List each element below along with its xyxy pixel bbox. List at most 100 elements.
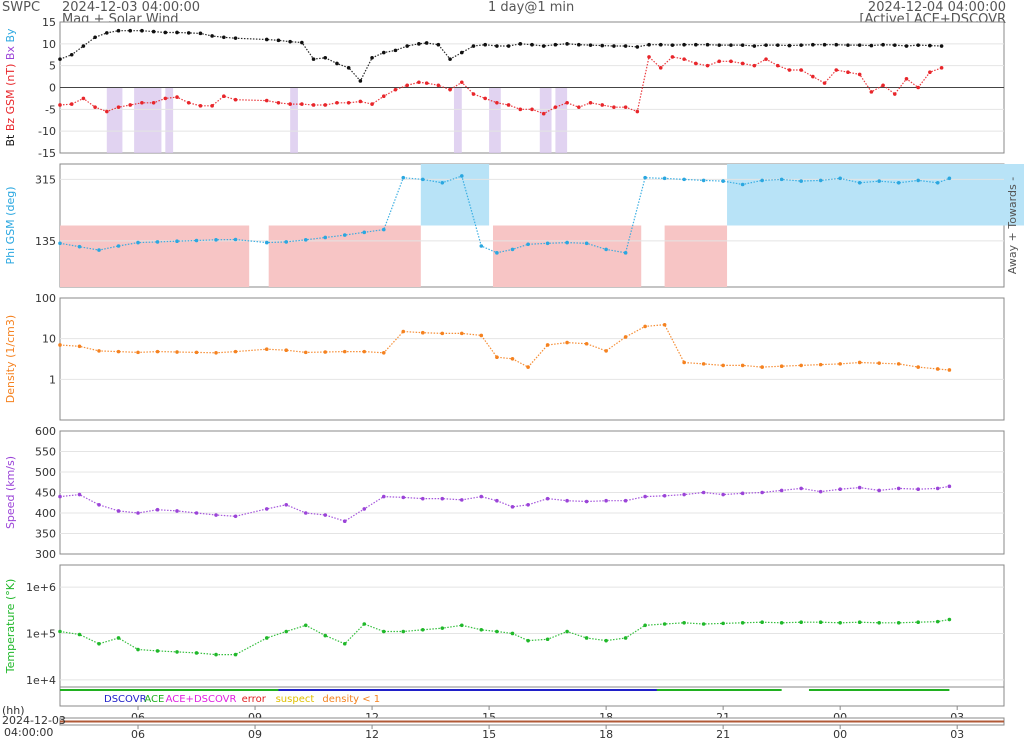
data-point: [311, 103, 316, 107]
data-point: [682, 57, 686, 61]
data-point: [775, 43, 780, 47]
shaded-band: [539, 87, 552, 153]
header-agency: SWPC: [2, 0, 41, 15]
data-point: [155, 349, 160, 354]
y-tick-label: 10: [42, 333, 56, 346]
data-point: [896, 180, 901, 185]
data-point: [194, 350, 199, 355]
data-point: [701, 622, 706, 626]
data-point: [811, 42, 815, 47]
data-point: [838, 487, 842, 492]
data-point: [436, 83, 441, 88]
data-point: [670, 55, 675, 59]
data-point: [760, 490, 764, 495]
data-point: [729, 59, 733, 64]
data-point: [760, 365, 764, 369]
y-tick-label: 300: [35, 548, 56, 561]
data-point: [799, 43, 803, 47]
legend-item: ACE+DSCOVR: [166, 694, 237, 705]
data-point: [623, 498, 628, 503]
header-start-time: 2024-12-03 04:00:00: [62, 0, 201, 15]
x-tick-label-bottom: 03: [950, 728, 964, 741]
shaded-band: [453, 87, 462, 153]
x-tick-label-bottom: 09: [248, 728, 262, 741]
data-point: [58, 494, 62, 499]
panel-mag: 15 10 5 0 -5 -10 -15 Bt Bz GSM (nT) Bx By: [4, 16, 1005, 160]
y-tick-label: -5: [45, 103, 56, 116]
y-axis-label-part: Bx: [4, 46, 17, 64]
data-point: [565, 240, 569, 245]
y-tick-label: 5: [49, 60, 56, 73]
data-point: [233, 349, 238, 354]
shaded-band: [165, 87, 174, 153]
series-trace: [59, 55, 942, 115]
shaded-band: [489, 87, 501, 153]
y-tick-label: 400: [35, 507, 56, 520]
data-point: [530, 42, 534, 47]
away-band: [60, 225, 250, 287]
shaded-band: [290, 87, 298, 153]
data-point: [647, 42, 651, 47]
data-point: [799, 363, 803, 368]
data-point: [163, 30, 168, 35]
x-tick-label-bottom: 06: [131, 728, 145, 741]
data-point: [479, 627, 484, 632]
panel-density: 100 10 1 Density (1/cm3): [4, 292, 1005, 421]
data-point: [362, 349, 367, 354]
data-point: [440, 331, 445, 336]
data-point: [128, 28, 133, 33]
data-point: [760, 178, 764, 183]
data-point: [721, 363, 725, 368]
x-tick-label-bottom: 21: [716, 728, 730, 741]
bottom-start-date: 2024-12-03: [2, 714, 66, 727]
data-point: [155, 507, 160, 512]
status-frame: [59, 686, 1005, 707]
y-tick-label: 10: [42, 38, 56, 51]
data-point: [662, 493, 667, 498]
data-point: [518, 42, 523, 46]
data-point: [928, 43, 932, 48]
data-point: [436, 42, 441, 47]
data-point: [857, 360, 862, 365]
towards-band: [420, 164, 490, 226]
data-point: [264, 37, 269, 42]
data-point: [335, 100, 339, 105]
data-point: [424, 81, 429, 85]
data-point: [896, 620, 901, 625]
data-point: [779, 620, 784, 625]
data-point: [300, 102, 304, 106]
data-point: [694, 42, 698, 47]
data-point: [623, 251, 628, 255]
towards-band: [727, 164, 1024, 226]
panel-temperature: 1e+6 1e+5 1e+4 Temperature (°K): [4, 564, 1005, 688]
data-point: [370, 102, 374, 106]
data-point: [155, 240, 160, 244]
header-end-time: 2024-12-04 04:00:00: [867, 0, 1006, 15]
y-tick-label: 315: [35, 173, 56, 186]
data-point: [233, 237, 238, 242]
data-point: [904, 44, 909, 48]
y-tick-label: 350: [35, 528, 56, 541]
data-point: [151, 29, 156, 34]
data-point: [233, 514, 238, 519]
series-trace: [59, 485, 950, 522]
data-point: [740, 61, 745, 66]
data-point: [787, 43, 792, 48]
data-point: [838, 362, 842, 366]
right-axis-label: Away + Towards -: [1006, 177, 1019, 274]
data-point: [155, 649, 160, 653]
data-point: [77, 632, 82, 637]
data-point: [947, 617, 952, 622]
shaded-band: [134, 87, 162, 153]
data-point: [553, 42, 558, 47]
y-tick-label: -10: [38, 125, 56, 138]
panel-frame: [59, 297, 1005, 421]
data-point: [721, 179, 725, 183]
series-trace: [59, 30, 942, 82]
series-trace: [59, 175, 950, 254]
data-point: [658, 42, 663, 47]
data-point: [584, 499, 589, 504]
y-tick-label: 1e+4: [26, 674, 56, 687]
legend-item: density < 1: [322, 694, 380, 705]
